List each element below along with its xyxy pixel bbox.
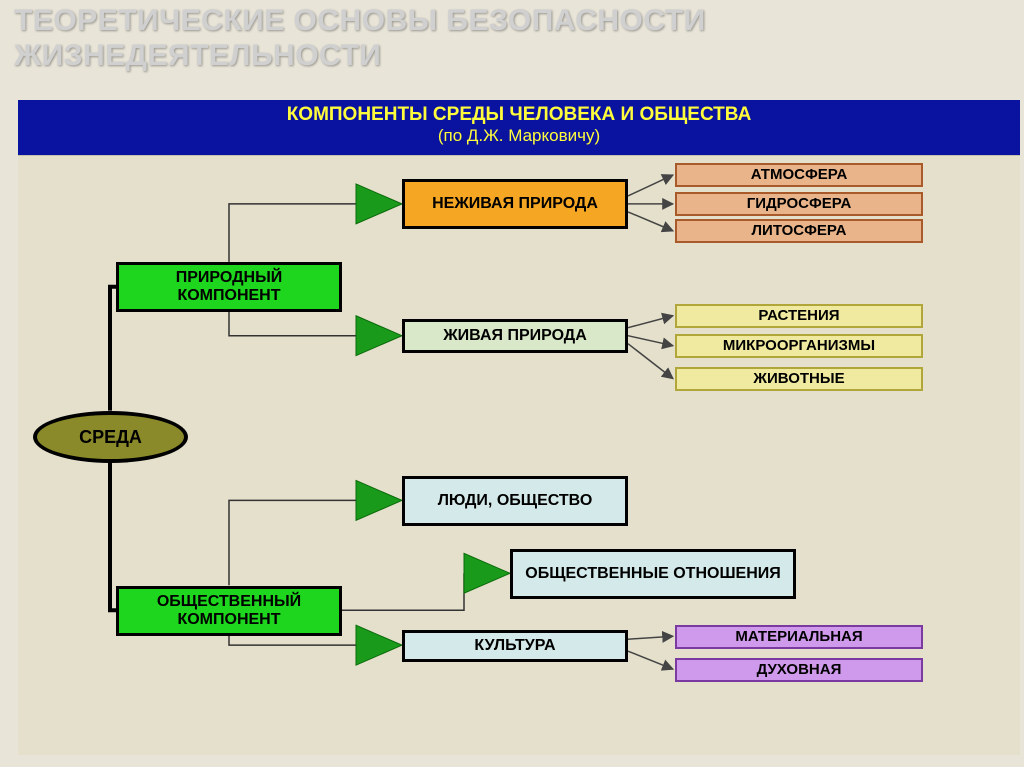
leaf-plants: РАСТЕНИЯ — [675, 304, 923, 328]
leaf-atmo-label: АТМОСФЕРА — [751, 166, 848, 183]
node-relations-label: ОБЩЕСТВЕННЫЕ ОТНОШЕНИЯ — [525, 565, 781, 583]
node-natural: ПРИРОДНЫЙ КОМПОНЕНТ — [116, 262, 342, 312]
node-sreda: СРЕДА — [33, 411, 188, 463]
leaf-material: МАТЕРИАЛЬНАЯ — [675, 625, 923, 649]
leaf-litho-label: ЛИТОСФЕРА — [752, 222, 847, 239]
leaf-plants-label: РАСТЕНИЯ — [758, 307, 839, 324]
node-culture: КУЛЬТУРА — [402, 630, 628, 662]
slide-title: ТЕОРЕТИЧЕСКИЕ ОСНОВЫ БЕЗОПАСНОСТИ ЖИЗНЕД… — [0, 0, 1024, 83]
node-social: ОБЩЕСТВЕННЫЙ КОМПОНЕНТ — [116, 586, 342, 636]
leaf-micro-label: МИКРООРГАНИЗМЫ — [723, 337, 875, 354]
node-natural-label: ПРИРОДНЫЙ КОМПОНЕНТ — [123, 269, 335, 306]
node-inanimate-label: НЕЖИВАЯ ПРИРОДА — [432, 195, 598, 213]
node-living: ЖИВАЯ ПРИРОДА — [402, 319, 628, 353]
leaf-spiritual: ДУХОВНАЯ — [675, 658, 923, 682]
leaf-hydro-label: ГИДРОСФЕРА — [747, 195, 852, 212]
leaf-animals: ЖИВОТНЫЕ — [675, 367, 923, 391]
header-band: КОМПОНЕНТЫ СРЕДЫ ЧЕЛОВЕКА И ОБЩЕСТВА (по… — [18, 100, 1020, 155]
leaf-material-label: МАТЕРИАЛЬНАЯ — [735, 628, 862, 645]
leaf-hydro: ГИДРОСФЕРА — [675, 192, 923, 216]
leaf-micro: МИКРООРГАНИЗМЫ — [675, 334, 923, 358]
leaf-litho: ЛИТОСФЕРА — [675, 219, 923, 243]
node-people-label: ЛЮДИ, ОБЩЕСТВО — [438, 492, 593, 510]
leaf-atmo: АТМОСФЕРА — [675, 163, 923, 187]
header-line1: КОМПОНЕНТЫ СРЕДЫ ЧЕЛОВЕКА И ОБЩЕСТВА — [18, 104, 1020, 126]
header-line2: (по Д.Ж. Марковичу) — [18, 126, 1020, 146]
diagram-canvas: СРЕДА ПРИРОДНЫЙ КОМПОНЕНТ ОБЩЕСТВЕННЫЙ К… — [18, 155, 1020, 755]
node-living-label: ЖИВАЯ ПРИРОДА — [443, 327, 587, 345]
leaf-spiritual-label: ДУХОВНАЯ — [757, 661, 842, 678]
node-social-label: ОБЩЕСТВЕННЫЙ КОМПОНЕНТ — [123, 593, 335, 630]
node-culture-label: КУЛЬТУРА — [474, 637, 555, 655]
node-people: ЛЮДИ, ОБЩЕСТВО — [402, 476, 628, 526]
leaf-animals-label: ЖИВОТНЫЕ — [753, 370, 844, 387]
node-relations: ОБЩЕСТВЕННЫЕ ОТНОШЕНИЯ — [510, 549, 796, 599]
node-inanimate: НЕЖИВАЯ ПРИРОДА — [402, 179, 628, 229]
node-sreda-label: СРЕДА — [79, 427, 142, 448]
